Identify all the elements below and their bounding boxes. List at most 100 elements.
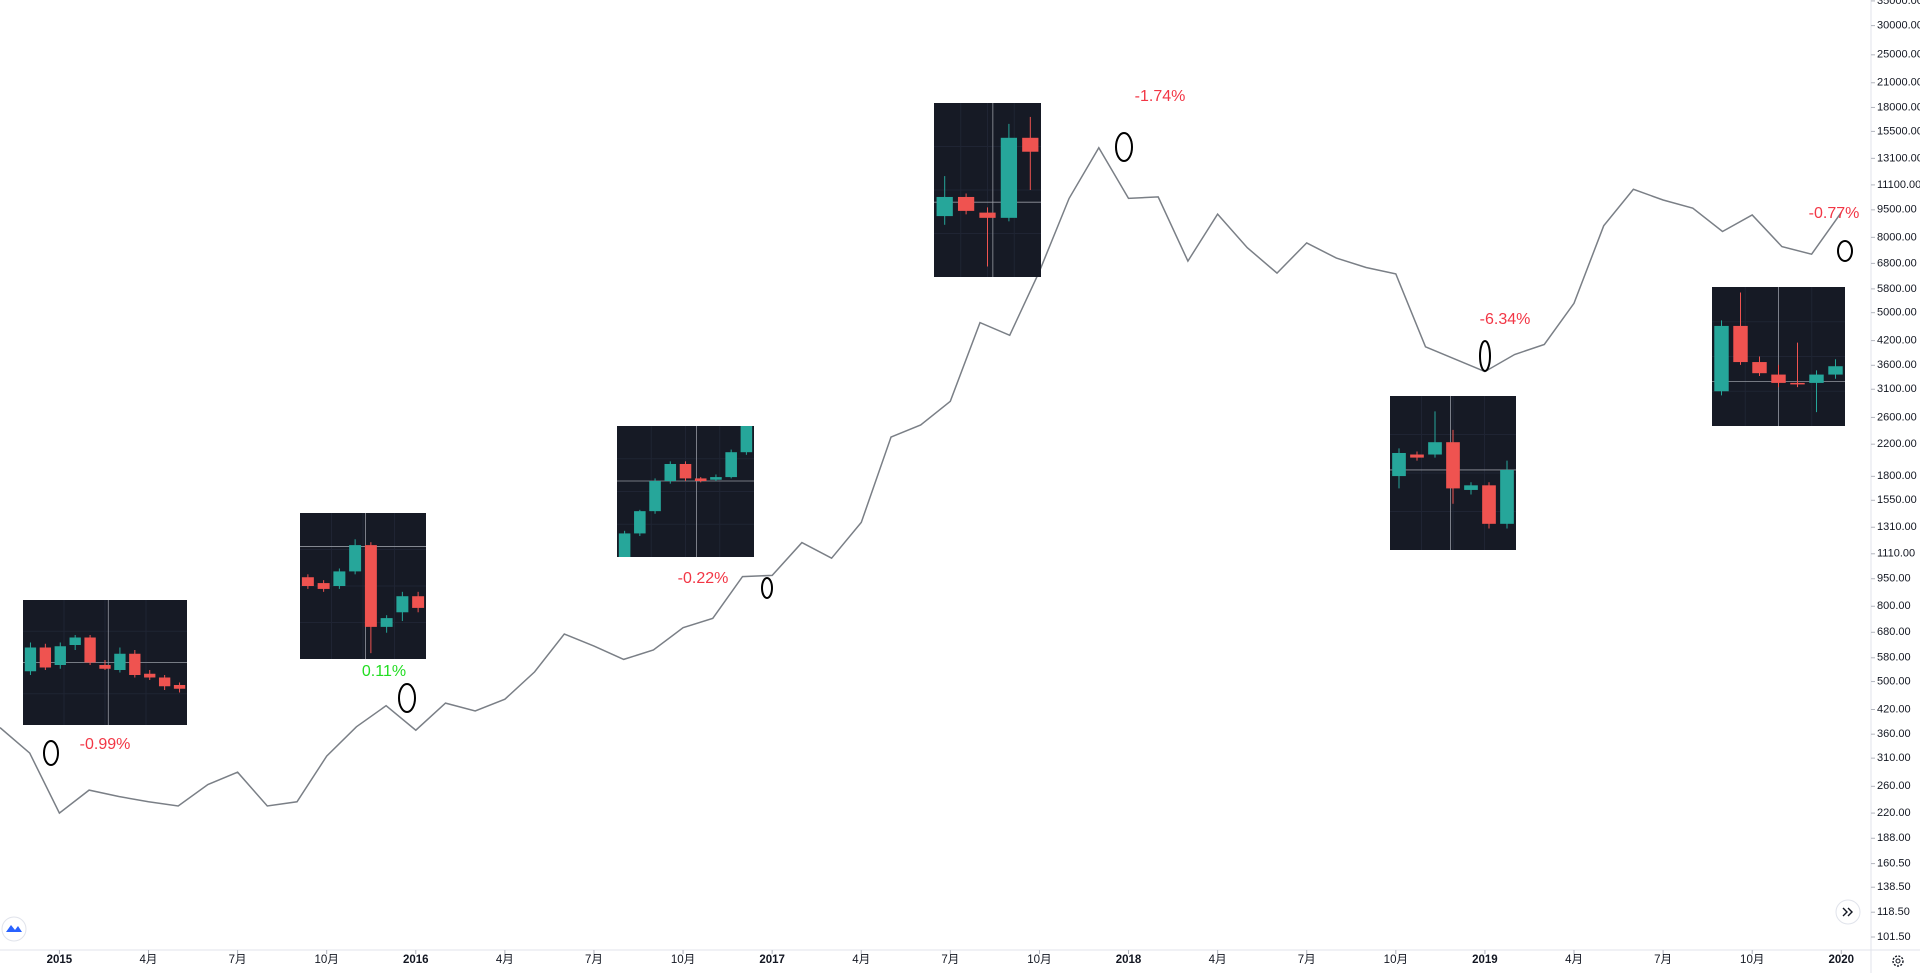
- y-tick-label: 5000.00: [1877, 307, 1917, 319]
- candle-body: [979, 212, 996, 218]
- settings-button[interactable]: [1892, 955, 1904, 967]
- marker-ellipse: [1479, 340, 1491, 372]
- candle-body: [364, 545, 377, 627]
- y-tick-label: 2200.00: [1877, 438, 1917, 450]
- change-label: -1.74%: [1135, 88, 1186, 105]
- candle-body: [1022, 137, 1039, 152]
- candle-body: [664, 463, 677, 482]
- change-label: -0.22%: [678, 570, 729, 587]
- y-tick-label: 950.00: [1877, 573, 1911, 585]
- candle-body: [144, 673, 156, 678]
- candle-body: [1500, 469, 1514, 524]
- logo[interactable]: [1, 916, 27, 942]
- candle-body: [412, 596, 425, 608]
- x-tick-label: 2018: [1116, 954, 1142, 966]
- candle-body: [317, 583, 330, 589]
- candle-body: [1771, 374, 1786, 383]
- candle-body: [1410, 454, 1424, 458]
- y-tick-label: 18000.00: [1877, 101, 1920, 113]
- x-tick-label: 2017: [759, 954, 785, 966]
- marker-ellipse: [1115, 132, 1133, 162]
- candle-body: [333, 571, 346, 586]
- candle-body: [1809, 374, 1824, 383]
- y-tick-label: 8000.00: [1877, 231, 1917, 243]
- x-tick-label: 2020: [1829, 954, 1855, 966]
- candle-body: [129, 653, 141, 675]
- x-tick-label: 2019: [1472, 954, 1498, 966]
- x-tick-label: 10月: [1740, 954, 1764, 966]
- marker-ellipse: [1837, 240, 1853, 262]
- x-tick-label: 2015: [47, 954, 73, 966]
- candle-body: [114, 653, 126, 670]
- y-tick-label: 1310.00: [1877, 521, 1917, 533]
- candle-body: [740, 426, 753, 453]
- x-tick-label: 7月: [1654, 954, 1672, 966]
- candle-inset: [617, 426, 754, 557]
- scroll-circle[interactable]: [1835, 899, 1861, 925]
- y-tick-label: 5800.00: [1877, 283, 1917, 295]
- y-tick-label: 500.00: [1877, 675, 1911, 687]
- y-tick-label: 35000.00: [1877, 0, 1920, 7]
- x-tick-label: 2016: [403, 954, 429, 966]
- y-tick-label: 1550.00: [1877, 494, 1917, 506]
- x-tick-label: 10月: [671, 954, 695, 966]
- y-tick-label: 360.00: [1877, 728, 1911, 740]
- candle-body: [694, 478, 707, 482]
- scroll-icon[interactable]: [1842, 907, 1853, 917]
- price-line: [0, 146, 1842, 815]
- x-tick-label: 7月: [585, 954, 603, 966]
- candle-body: [39, 647, 52, 668]
- marker-ellipse: [43, 740, 59, 766]
- y-tick-label: 11100.00: [1877, 179, 1920, 191]
- gear-hub[interactable]: [1895, 958, 1901, 964]
- candle-body: [54, 646, 66, 665]
- y-tick-label: 15500.00: [1877, 125, 1920, 137]
- y-tick-label: 260.00: [1877, 780, 1911, 792]
- change-label: -0.99%: [80, 736, 131, 753]
- y-tick-label: 800.00: [1877, 600, 1911, 612]
- candle-body: [1828, 366, 1843, 375]
- y-tick-label: 6800.00: [1877, 257, 1917, 269]
- y-tick-label: 680.00: [1877, 626, 1911, 638]
- candle-body: [301, 577, 314, 586]
- candle-body: [396, 596, 409, 613]
- candle-body: [1392, 452, 1406, 477]
- logo-icon[interactable]: [6, 925, 22, 932]
- gear[interactable]: [1892, 955, 1904, 967]
- candle-body: [1446, 442, 1460, 489]
- y-tick-label: 3100.00: [1877, 383, 1917, 395]
- scroll-button[interactable]: [1835, 899, 1861, 925]
- x-tick-label: 4月: [1565, 954, 1583, 966]
- candle-inset: [1390, 396, 1516, 550]
- candle-inset: [934, 103, 1041, 277]
- y-tick-label: 138.50: [1877, 881, 1911, 893]
- candle-inset: [23, 600, 187, 725]
- candle-body: [158, 677, 171, 687]
- candle-body: [349, 545, 362, 572]
- candle-body: [380, 618, 393, 627]
- x-tick-label: 4月: [852, 954, 870, 966]
- y-tick-label: 9500.00: [1877, 204, 1917, 216]
- x-tick-label: 7月: [1298, 954, 1316, 966]
- change-label: -6.34%: [1480, 311, 1531, 328]
- change-label: 0.11%: [362, 663, 406, 680]
- y-tick-label: 3600.00: [1877, 359, 1917, 371]
- marker-ellipse: [761, 577, 773, 599]
- marker-ellipse: [398, 683, 416, 713]
- x-tick-label: 4月: [140, 954, 158, 966]
- y-tick-label: 101.50: [1877, 931, 1911, 943]
- y-tick-label: 13100.00: [1877, 152, 1920, 164]
- change-label: -0.77%: [1809, 205, 1860, 222]
- candle-body: [24, 647, 37, 672]
- candle-body: [725, 452, 737, 478]
- x-tick-label: 4月: [496, 954, 514, 966]
- candle-body: [1733, 325, 1748, 363]
- y-tick-label: 420.00: [1877, 703, 1911, 715]
- candle-body: [1482, 485, 1496, 524]
- candle-body: [99, 665, 111, 669]
- y-tick-label: 25000.00: [1877, 49, 1920, 61]
- y-tick-label: 30000.00: [1877, 20, 1920, 32]
- y-tick-label: 160.50: [1877, 858, 1911, 870]
- x-tick-label: 10月: [1384, 954, 1408, 966]
- candle-body: [1464, 485, 1478, 490]
